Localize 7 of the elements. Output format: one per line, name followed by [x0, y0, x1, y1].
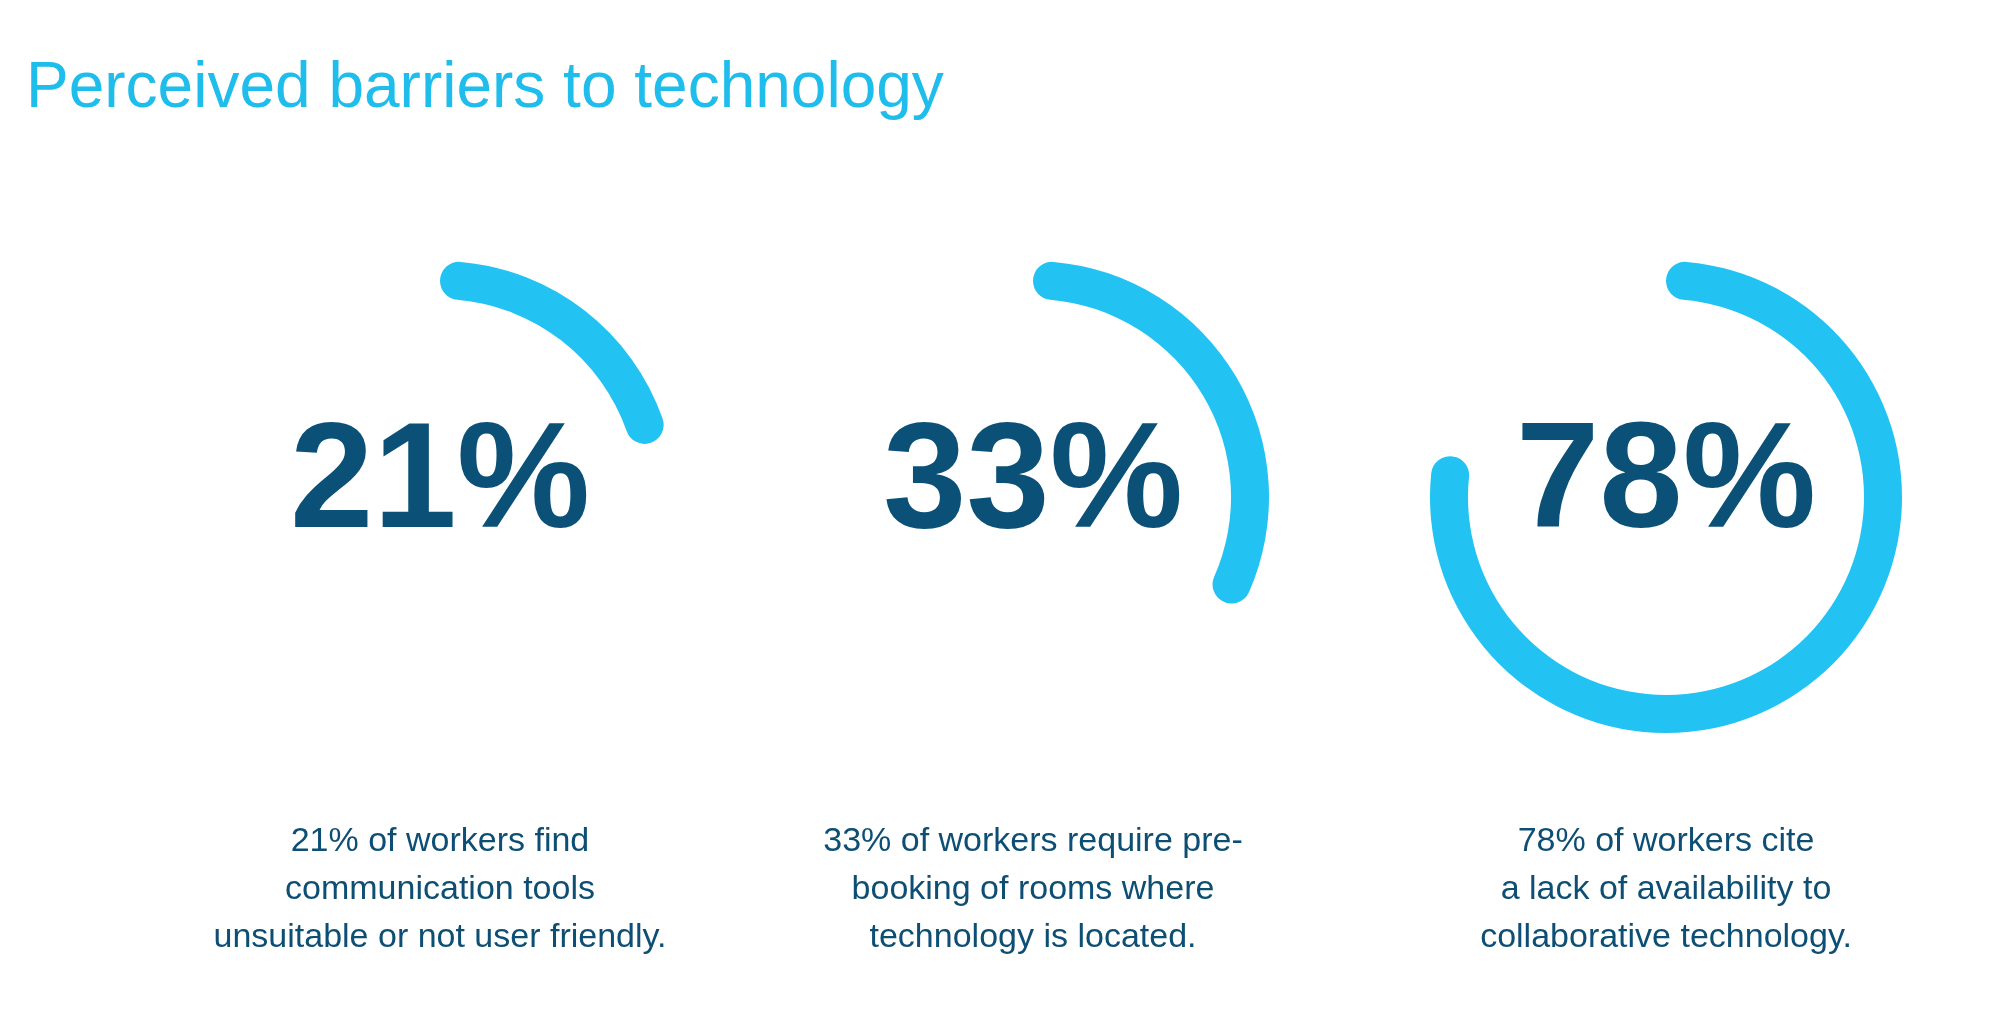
chart-title: Perceived barriers to technology — [26, 48, 944, 122]
text: 21% — [289, 391, 591, 559]
text: 78% — [1515, 391, 1817, 559]
text: 33% of workers require pre- booking of rooms where technology is located. — [823, 820, 1243, 954]
text: 21% of workers find communication tools unsuitable or not user friendly. — [213, 820, 667, 954]
text: 78% of workers cite a lack of availability to collaborative technology. — [1480, 820, 1852, 954]
text: 33% — [882, 391, 1184, 559]
